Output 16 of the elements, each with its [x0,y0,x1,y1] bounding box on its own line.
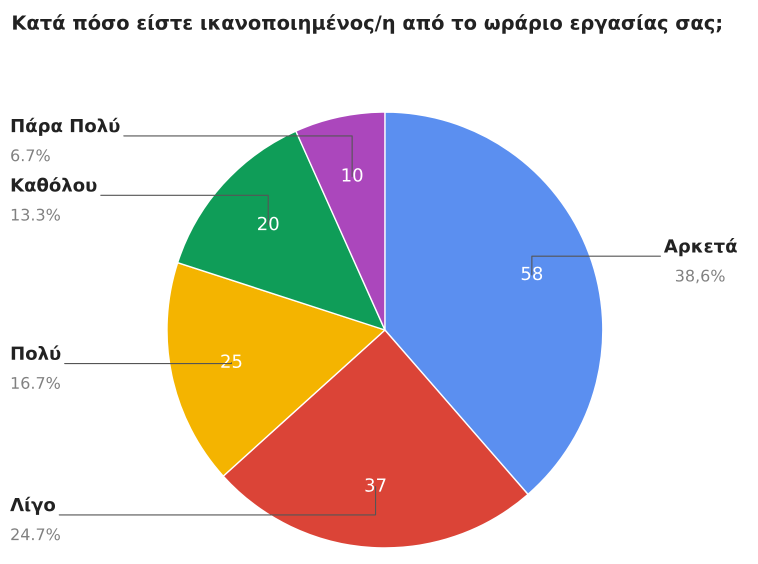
slice-label: Καθόλου [12,177,96,192]
data-label: 16.7% [12,376,60,389]
chart-title: Κατά πόσο είστε ικανοποιημένος/η από το ωράριο εργασίας σας; [13,14,721,34]
data-label: 38,6% [676,270,725,284]
text: 58 [522,266,542,280]
text: 37 [365,478,386,492]
slice-label: Πολύ [12,345,60,360]
data-label: 24.7% [11,528,60,540]
slice-label: Πάρα Πολύ [12,118,120,136]
data-label: 13.3% [12,208,60,221]
text: 25 [221,354,242,368]
slice-label: Αρκετά [664,238,737,256]
slice-label: Λίγο [10,496,56,515]
text: 10 [342,168,362,182]
text: 20 [258,216,278,230]
data-label: 6.7% [11,149,50,162]
